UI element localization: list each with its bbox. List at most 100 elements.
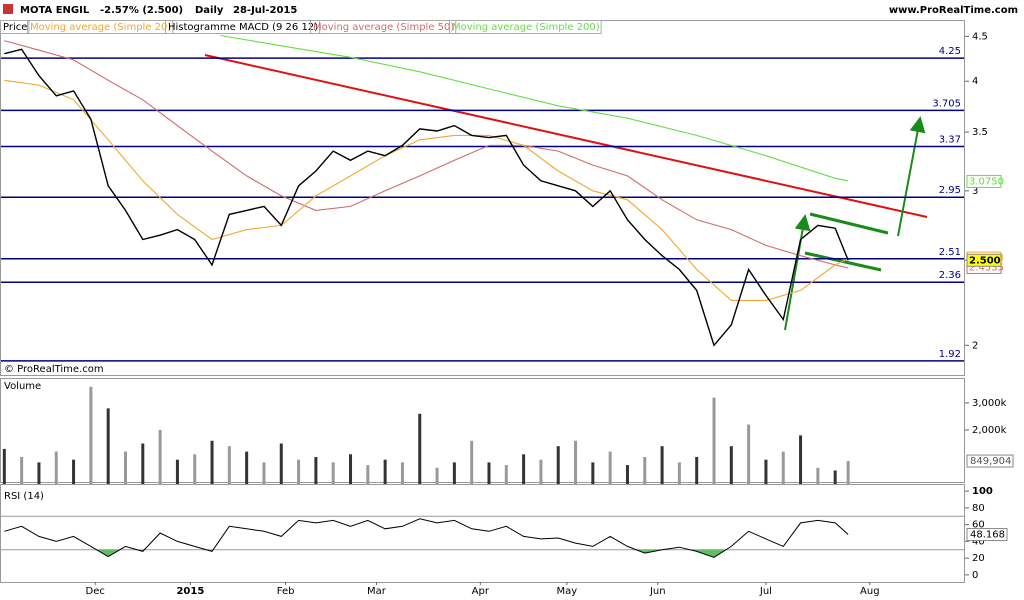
legend-entry: Moving average (Simple 50) xyxy=(313,22,454,33)
last-label: 48.168 xyxy=(970,530,1005,541)
y-tick-label: 2 xyxy=(972,340,978,351)
x-tick-label: Mar xyxy=(367,586,387,597)
copyright: © ProRealTime.com xyxy=(4,364,104,375)
last-label-box xyxy=(966,528,1008,542)
y-tick-label: 2,000k xyxy=(972,425,1007,436)
volume-bar xyxy=(383,459,387,484)
x-tick-label: Feb xyxy=(277,586,295,597)
last-label: 2.4535 xyxy=(969,262,1004,273)
volume-bar xyxy=(781,451,785,484)
legend-box xyxy=(27,20,174,34)
x-tick-label: 2015 xyxy=(176,586,204,597)
volume-bar xyxy=(660,446,664,484)
date: 28-Jul-2015 xyxy=(233,5,297,16)
y-tick-label: 3.5 xyxy=(972,127,988,138)
x-tick-label: May xyxy=(557,586,578,597)
volume-bar xyxy=(262,462,266,484)
y-tick-label: 60 xyxy=(972,520,985,531)
volume-bar xyxy=(556,446,560,484)
volume-bar xyxy=(37,462,41,484)
series-line xyxy=(4,79,849,301)
volume-bar xyxy=(729,446,733,484)
volume-bar xyxy=(141,443,145,484)
volume-bar xyxy=(643,456,647,484)
y-tick-label: 4.5 xyxy=(972,31,988,42)
y-tick-label: 3,000k xyxy=(972,398,1007,409)
volume-bar xyxy=(72,459,76,484)
volume-bar xyxy=(158,429,162,484)
legend-entry: Price xyxy=(3,22,27,33)
x-tick-label: Aug xyxy=(860,586,880,597)
legend-box xyxy=(0,20,30,34)
volume-bar xyxy=(799,435,803,484)
volume-bar xyxy=(487,462,491,484)
level-label: 3.705 xyxy=(932,98,961,109)
volume-bar xyxy=(297,459,301,484)
level-label: 1.92 xyxy=(939,349,961,360)
volume-bar xyxy=(175,459,179,484)
y-tick-label: 20 xyxy=(972,553,985,564)
last-label: 849,904 xyxy=(970,456,1011,467)
volume-bar xyxy=(279,443,283,484)
level-label: 2.95 xyxy=(939,185,961,196)
last-label-box xyxy=(966,174,1002,188)
change: -2.57% (2.500) xyxy=(100,5,183,16)
volume-bar xyxy=(747,424,751,484)
logo xyxy=(3,4,13,14)
volume-bar xyxy=(695,456,699,484)
trendline xyxy=(204,54,928,218)
volume-bar xyxy=(2,448,6,484)
volume-bar xyxy=(846,461,850,484)
volume-bar xyxy=(504,465,508,484)
volume-bar xyxy=(106,408,110,484)
volume-bar xyxy=(314,456,318,484)
ticker: MOTA ENGIL xyxy=(20,5,90,16)
channel-top xyxy=(809,212,889,235)
panel-label: RSI (14) xyxy=(4,491,44,502)
arrow xyxy=(897,116,926,237)
volume-bar xyxy=(539,459,543,484)
last-label: 2.500 xyxy=(969,255,1001,266)
volume-bar xyxy=(574,440,578,484)
volume-bar xyxy=(123,451,127,484)
y-tick-label: 4 xyxy=(972,76,978,87)
volume-bar xyxy=(591,462,595,484)
volume-bar xyxy=(245,451,249,484)
legend-entry: Histogramme MACD (9 26 12) xyxy=(168,22,318,33)
last-label-box xyxy=(966,253,1002,267)
volume-bar xyxy=(227,446,231,484)
volume-bar xyxy=(435,467,439,484)
volume-bar xyxy=(193,454,197,484)
x-tick-label: Dec xyxy=(86,586,105,597)
x-tick-label: Jul xyxy=(759,586,772,597)
rsi-line xyxy=(4,518,849,558)
volume-bar xyxy=(210,440,214,484)
y-tick-label: 100 xyxy=(972,486,993,497)
volume-bar xyxy=(20,456,24,484)
last-label: 3.0750 xyxy=(969,176,1004,187)
y-tick-label: 0 xyxy=(972,570,978,581)
volume-bar xyxy=(349,454,353,484)
volume-frame xyxy=(0,378,965,483)
volume-bar xyxy=(54,451,58,484)
legend-box xyxy=(165,20,321,34)
series-line xyxy=(4,40,849,269)
y-tick-label: 3 xyxy=(972,186,978,197)
panel-label: Volume xyxy=(4,381,41,392)
series-line xyxy=(4,48,849,347)
volume-bar xyxy=(816,467,820,484)
y-tick-label: 40 xyxy=(972,536,985,547)
period: Daily xyxy=(195,5,224,16)
volume-bar xyxy=(625,465,629,484)
volume-bar xyxy=(470,440,474,484)
volume-bar xyxy=(400,462,404,484)
level-label: 2.36 xyxy=(939,270,961,281)
series-line xyxy=(220,34,849,182)
volume-bar xyxy=(452,462,456,484)
volume-bar xyxy=(89,386,93,484)
volume-bar xyxy=(366,465,370,484)
volume-bar xyxy=(418,413,422,484)
